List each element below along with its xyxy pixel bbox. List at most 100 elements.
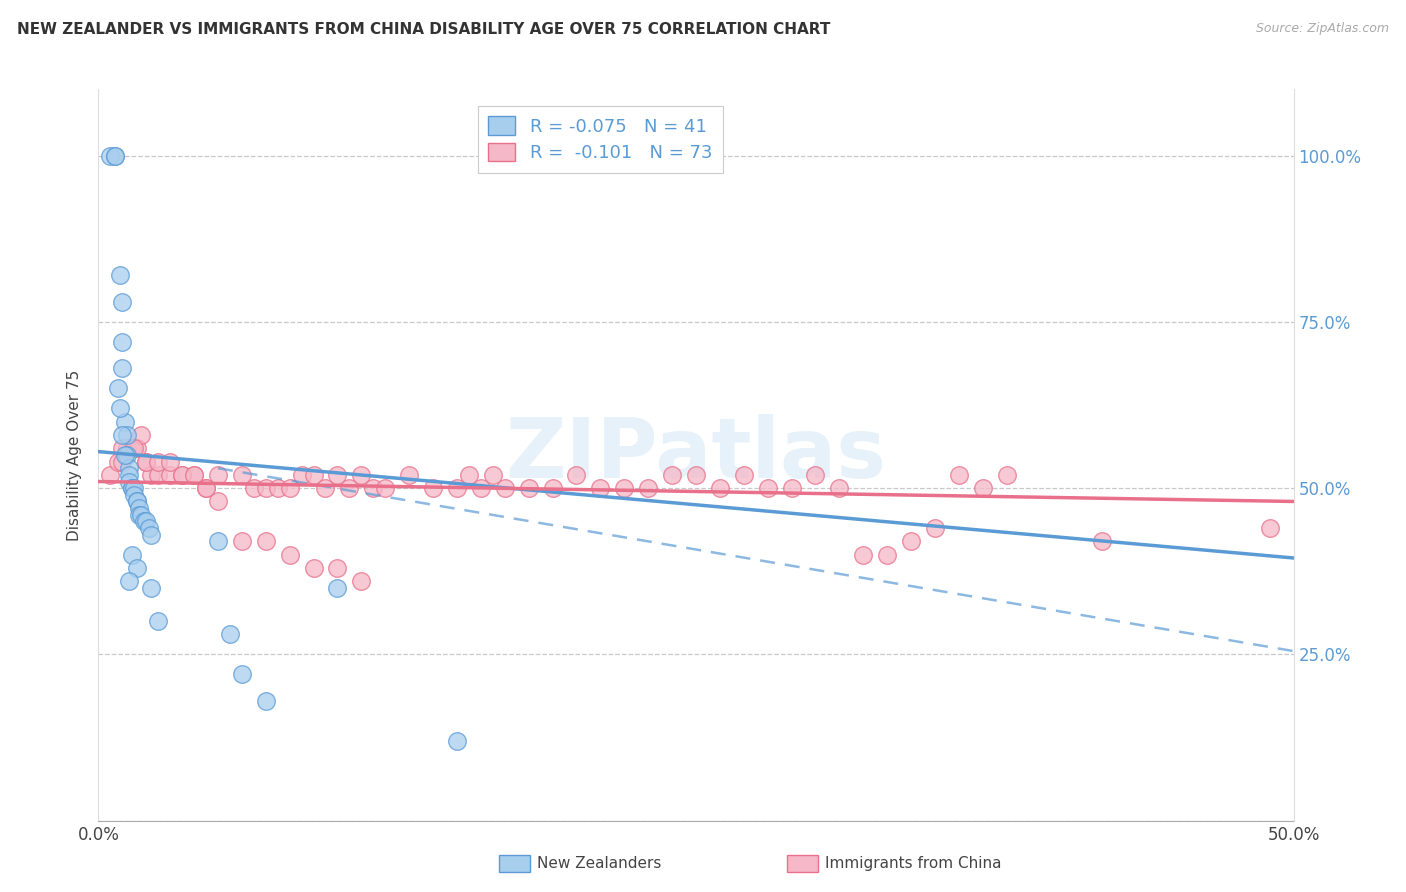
- Point: [98, 149, 122, 163]
- Point: [995, 467, 1018, 482]
- Point: [108, 268, 131, 283]
- Point: [302, 561, 325, 575]
- Point: [111, 428, 134, 442]
- Point: [195, 481, 218, 495]
- Point: [121, 481, 143, 495]
- Point: [118, 461, 141, 475]
- Point: [111, 454, 134, 468]
- Point: [148, 454, 170, 468]
- Point: [231, 667, 253, 681]
- Point: [115, 428, 138, 442]
- Point: [139, 581, 162, 595]
- Point: [124, 481, 146, 495]
- Point: [207, 494, 229, 508]
- Point: [278, 548, 301, 562]
- Point: [124, 488, 146, 502]
- Point: [111, 295, 134, 310]
- Point: [756, 481, 779, 495]
- Point: [114, 448, 136, 462]
- Point: [339, 481, 361, 495]
- Point: [135, 515, 157, 529]
- Point: [267, 481, 290, 495]
- Point: [709, 481, 731, 495]
- Point: [111, 361, 134, 376]
- Point: [118, 574, 141, 589]
- Point: [131, 508, 153, 522]
- Point: [98, 467, 122, 482]
- Point: [159, 467, 181, 482]
- Point: [470, 481, 492, 495]
- Point: [924, 521, 946, 535]
- Point: [291, 467, 314, 482]
- Point: [104, 149, 127, 163]
- Point: [278, 481, 301, 495]
- Legend: R = -0.075   N = 41, R =  -0.101   N = 73: R = -0.075 N = 41, R = -0.101 N = 73: [478, 105, 723, 173]
- Point: [124, 442, 146, 456]
- Point: [685, 467, 707, 482]
- Text: New Zealanders: New Zealanders: [537, 856, 661, 871]
- Point: [254, 534, 277, 549]
- Point: [589, 481, 612, 495]
- Point: [125, 442, 148, 456]
- Point: [804, 467, 827, 482]
- Point: [326, 467, 349, 482]
- Point: [302, 467, 325, 482]
- Point: [398, 467, 420, 482]
- Point: [172, 467, 194, 482]
- Point: [138, 521, 160, 535]
- Point: [131, 428, 153, 442]
- Y-axis label: Disability Age Over 75: Disability Age Over 75: [67, 369, 83, 541]
- Point: [231, 534, 253, 549]
- Point: [481, 467, 505, 482]
- Point: [121, 548, 143, 562]
- Point: [121, 442, 143, 456]
- Point: [494, 481, 516, 495]
- Point: [254, 481, 277, 495]
- Point: [139, 527, 162, 541]
- Text: Source: ZipAtlas.com: Source: ZipAtlas.com: [1256, 22, 1389, 36]
- Point: [108, 401, 131, 416]
- Point: [128, 508, 150, 522]
- Point: [118, 475, 141, 489]
- Point: [517, 481, 540, 495]
- Point: [115, 448, 138, 462]
- Point: [219, 627, 242, 641]
- Point: [107, 454, 129, 468]
- Point: [350, 574, 373, 589]
- Point: [780, 481, 803, 495]
- Text: NEW ZEALANDER VS IMMIGRANTS FROM CHINA DISABILITY AGE OVER 75 CORRELATION CHART: NEW ZEALANDER VS IMMIGRANTS FROM CHINA D…: [17, 22, 831, 37]
- Point: [458, 467, 481, 482]
- Point: [132, 515, 155, 529]
- Point: [104, 149, 127, 163]
- Point: [148, 467, 170, 482]
- Text: Immigrants from China: Immigrants from China: [825, 856, 1002, 871]
- Point: [111, 334, 134, 349]
- Point: [148, 614, 170, 628]
- Point: [135, 454, 157, 468]
- Point: [446, 481, 468, 495]
- Point: [254, 694, 277, 708]
- Point: [900, 534, 922, 549]
- Text: ZIPatlas: ZIPatlas: [506, 415, 886, 495]
- Point: [125, 494, 148, 508]
- Point: [231, 467, 253, 482]
- Point: [637, 481, 659, 495]
- Point: [111, 442, 134, 456]
- Point: [125, 494, 148, 508]
- Point: [183, 467, 205, 482]
- Point: [195, 481, 218, 495]
- Point: [135, 454, 157, 468]
- Point: [326, 561, 349, 575]
- Point: [159, 454, 181, 468]
- Point: [565, 467, 588, 482]
- Point: [876, 548, 898, 562]
- Point: [828, 481, 851, 495]
- Point: [121, 481, 143, 495]
- Point: [107, 381, 129, 395]
- Point: [114, 415, 136, 429]
- Point: [541, 481, 564, 495]
- Point: [422, 481, 444, 495]
- Point: [125, 561, 148, 575]
- Point: [183, 467, 205, 482]
- Point: [207, 467, 229, 482]
